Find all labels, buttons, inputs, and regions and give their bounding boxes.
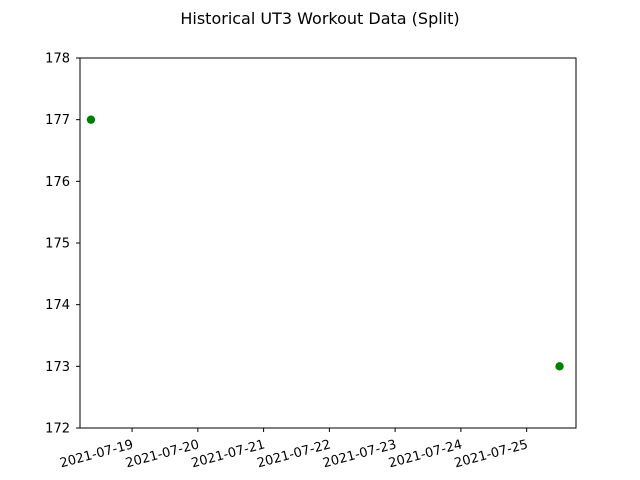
x-axis: 2021-07-192021-07-202021-07-212021-07-22… bbox=[58, 428, 530, 471]
y-tick-label: 172 bbox=[45, 422, 70, 437]
plot-area-frame bbox=[79, 57, 577, 429]
y-tick-label: 177 bbox=[45, 113, 70, 128]
y-tick-label: 174 bbox=[45, 298, 70, 313]
x-tick-label: 2021-07-22 bbox=[256, 437, 333, 471]
data-points bbox=[86, 115, 564, 371]
x-tick-label: 2021-07-20 bbox=[124, 437, 201, 471]
y-tick-label: 176 bbox=[45, 175, 70, 190]
x-tick-label: 2021-07-24 bbox=[387, 437, 464, 471]
x-tick-label: 2021-07-21 bbox=[190, 437, 267, 471]
x-tick-label: 2021-07-23 bbox=[321, 437, 398, 471]
data-point bbox=[555, 362, 564, 371]
y-tick-label: 178 bbox=[45, 52, 70, 67]
y-tick-label: 173 bbox=[45, 360, 70, 375]
chart-title: Historical UT3 Workout Data (Split) bbox=[180, 9, 459, 28]
x-tick-label: 2021-07-25 bbox=[453, 437, 530, 471]
data-point bbox=[86, 115, 96, 124]
x-tick-label: 2021-07-19 bbox=[58, 437, 135, 471]
y-tick-label: 175 bbox=[45, 237, 70, 252]
y-axis: 172 173 174 175 176 177 178 bbox=[45, 52, 80, 437]
